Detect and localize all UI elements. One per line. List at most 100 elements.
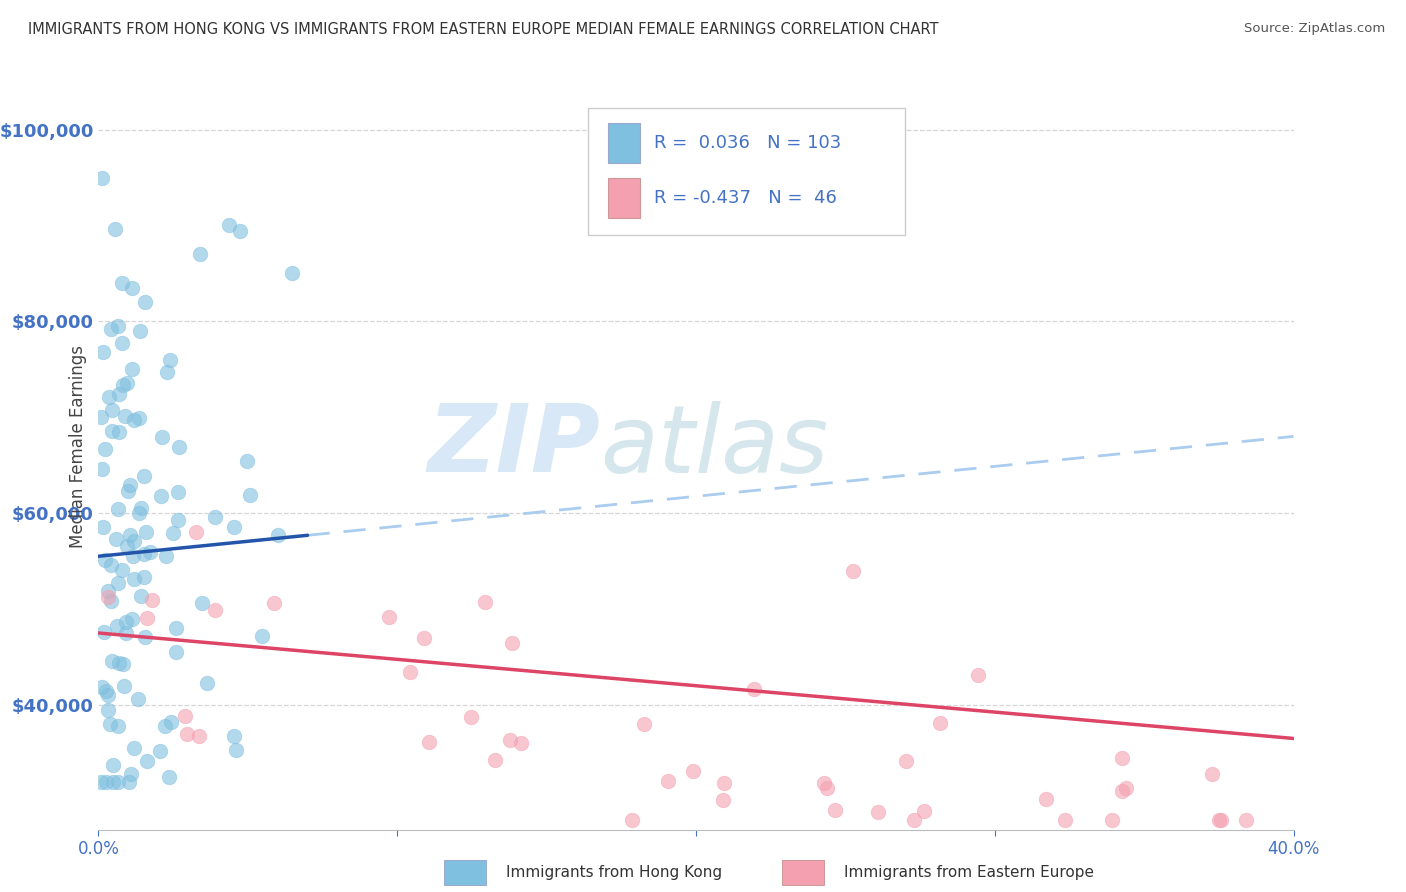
Point xyxy=(103,758,125,772)
FancyBboxPatch shape xyxy=(607,178,640,219)
Point xyxy=(101,424,124,438)
Point xyxy=(127,692,149,706)
Point xyxy=(159,770,181,784)
Point xyxy=(90,170,112,185)
Text: Source: ZipAtlas.com: Source: ZipAtlas.com xyxy=(1244,22,1385,36)
Text: Immigrants from Hong Kong: Immigrants from Hong Kong xyxy=(506,865,723,880)
Point xyxy=(139,545,162,559)
Point xyxy=(377,610,399,624)
Point xyxy=(111,335,134,350)
Point xyxy=(267,527,290,541)
Point xyxy=(120,528,142,542)
Point xyxy=(222,729,245,743)
Point xyxy=(90,774,112,789)
Point xyxy=(97,703,120,717)
Point xyxy=(204,603,226,617)
Point xyxy=(166,484,188,499)
Text: atlas: atlas xyxy=(600,401,828,491)
Point xyxy=(149,744,172,758)
Text: Immigrants from Eastern Europe: Immigrants from Eastern Europe xyxy=(844,865,1094,880)
Point xyxy=(103,222,125,236)
Point xyxy=(134,469,156,483)
FancyBboxPatch shape xyxy=(589,109,905,235)
Point xyxy=(105,533,128,547)
Text: R =  0.036   N = 103: R = 0.036 N = 103 xyxy=(654,134,841,152)
Point xyxy=(499,733,522,747)
Point xyxy=(103,774,125,789)
Point xyxy=(813,776,835,790)
Point xyxy=(188,730,211,744)
Point xyxy=(159,715,181,730)
Point xyxy=(218,219,240,233)
Point xyxy=(633,717,655,731)
Point xyxy=(159,352,181,367)
Point xyxy=(90,410,112,425)
Point xyxy=(191,596,214,610)
Point xyxy=(122,572,145,586)
Point xyxy=(134,630,156,644)
Point xyxy=(111,377,134,392)
Point xyxy=(166,513,188,527)
Point xyxy=(128,411,150,425)
Point xyxy=(107,318,129,333)
Point xyxy=(484,753,506,767)
Point xyxy=(93,553,115,567)
Point xyxy=(1208,813,1230,827)
Point xyxy=(120,766,142,780)
Point xyxy=(141,593,163,607)
Point xyxy=(474,595,496,609)
Point xyxy=(711,793,734,807)
Point xyxy=(101,402,124,417)
Point xyxy=(91,461,114,475)
Point xyxy=(912,804,935,818)
Point xyxy=(510,736,533,750)
Point xyxy=(903,813,925,827)
Point xyxy=(108,656,131,670)
Point xyxy=(100,593,122,607)
Point xyxy=(153,719,176,733)
Point xyxy=(657,773,679,788)
Point xyxy=(742,681,765,696)
Point xyxy=(114,625,136,640)
Point xyxy=(100,558,122,572)
Point xyxy=(1209,813,1232,827)
Point xyxy=(107,425,129,440)
Point xyxy=(252,630,274,644)
Point xyxy=(129,589,152,603)
Point xyxy=(134,295,156,310)
Point xyxy=(412,631,434,645)
Point xyxy=(97,584,120,599)
Point xyxy=(118,478,141,492)
Point xyxy=(197,676,219,690)
Point xyxy=(121,281,143,295)
Point xyxy=(91,519,114,533)
Point xyxy=(128,324,150,338)
Point xyxy=(866,805,889,819)
Point xyxy=(1101,813,1123,827)
Y-axis label: Median Female Earnings: Median Female Earnings xyxy=(69,344,87,548)
Point xyxy=(107,774,129,789)
Point xyxy=(824,804,846,818)
Point xyxy=(176,727,198,741)
Point xyxy=(225,743,247,757)
Point xyxy=(815,781,838,796)
Point xyxy=(165,622,187,636)
Point xyxy=(91,345,114,359)
Point xyxy=(136,755,159,769)
Point xyxy=(128,507,150,521)
Point xyxy=(236,454,259,468)
Point xyxy=(97,390,120,404)
Point xyxy=(682,764,704,778)
Point xyxy=(1053,813,1076,827)
Point xyxy=(105,619,128,633)
Point xyxy=(129,500,152,515)
Point xyxy=(90,680,112,694)
Point xyxy=(117,484,139,499)
Point xyxy=(894,755,917,769)
Point xyxy=(501,635,523,649)
Point xyxy=(239,488,262,502)
Point xyxy=(1111,751,1133,765)
Point xyxy=(115,376,138,391)
Point xyxy=(1201,767,1223,781)
Point xyxy=(418,735,440,749)
